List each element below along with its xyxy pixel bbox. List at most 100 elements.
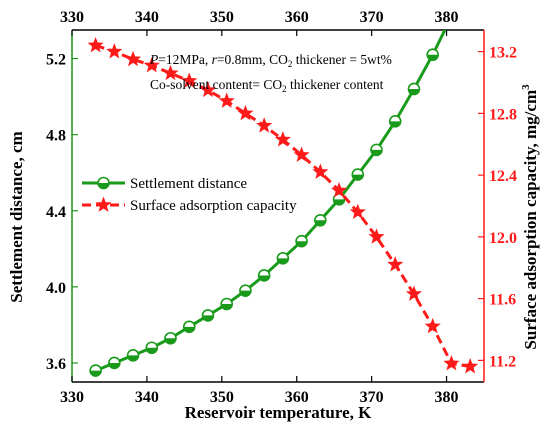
settlement-point (89, 364, 102, 377)
adsorption-point (424, 317, 441, 334)
y-left-tick-label: 4.4 (46, 204, 66, 221)
settlement-point (220, 297, 233, 311)
marker-fill (108, 362, 120, 369)
annotation-radius: =0.8mm, CO (217, 52, 288, 67)
legend-circle-marker (97, 176, 110, 190)
x-tick-label-top: 380 (435, 9, 459, 26)
marker-fill (239, 290, 251, 297)
legend-label-settlement: Settlement distance (130, 176, 247, 192)
adsorption-point (443, 354, 460, 371)
annotation-cosolvent: Co-solvent content= CO (150, 77, 282, 92)
legend-marker-adsorption (95, 196, 112, 212)
settlement-point (182, 320, 196, 334)
y-left-tick-label: 4.0 (46, 280, 66, 297)
adsorption-point (106, 43, 123, 59)
adsorption-point (143, 57, 160, 73)
legend-marker-settlement (97, 176, 110, 190)
adsorption-point (368, 228, 385, 244)
y-right-tick-label: 12.4 (489, 168, 517, 185)
annotation-thickener: thickener = 5wt% (292, 52, 391, 67)
adsorption-point (181, 72, 198, 88)
settlement-point (295, 234, 308, 248)
marker-fill (258, 275, 270, 281)
x-tick-label-bottom: 340 (135, 389, 159, 406)
adsorption-point (124, 50, 142, 67)
annotation-r: r (212, 52, 218, 67)
y-axis-right-title-sup: 3 (520, 84, 532, 90)
annotation-pressure: =12MPa, (158, 52, 211, 67)
annotation-p: P (149, 52, 158, 67)
marker-fill (408, 88, 420, 95)
x-tick-label-bottom: 330 (60, 389, 84, 406)
annotation-line-2: Co-solvent content= CO2 thickener conten… (150, 77, 384, 94)
x-tick-label-top: 350 (210, 9, 234, 26)
x-tick-label-bottom: 360 (285, 389, 309, 406)
adsorption-point (293, 146, 310, 162)
settlement-point (164, 331, 177, 345)
settlement-point (314, 213, 327, 227)
y-right-tick-label: 11.2 (489, 353, 516, 370)
adsorption-point (87, 36, 104, 53)
y-axis-right-title-main: Surface adsorption capacity, mg/cm (521, 90, 540, 350)
settlement-point (351, 168, 365, 181)
marker-fill (221, 303, 233, 310)
settlement-point (108, 356, 121, 370)
adsorption-point (237, 104, 254, 121)
series-settlement (89, 30, 447, 377)
x-tick-label-bottom: 350 (210, 389, 234, 406)
marker-fill (333, 199, 345, 205)
series-adsorption (87, 36, 479, 374)
adsorption-point (462, 358, 479, 374)
series-layer (87, 30, 479, 377)
settlement-point (239, 284, 252, 297)
settlement-point (370, 143, 383, 157)
x-tick-label-top: 360 (285, 9, 309, 26)
y-axis-left-title: Settlement distance, cm (7, 131, 26, 302)
settlement-point (388, 115, 402, 128)
annotation-sub-1: 2 (288, 59, 293, 69)
y-right-tick-label: 13.2 (489, 45, 517, 62)
marker-fill (277, 258, 289, 264)
adsorption-point (199, 81, 217, 98)
y-right-tick-label: 12.8 (489, 106, 517, 123)
marker-fill (90, 370, 102, 377)
settlement-point (276, 252, 290, 265)
adsorption-point (162, 64, 179, 81)
marker-fill (146, 347, 158, 354)
annotation: P=12MPa, r=0.8mm, CO2 thickener = 5wt% C… (149, 52, 392, 94)
axes: 330 330 340 340 350 350 360 360 370 370 380 380 3.6 4… (46, 9, 517, 406)
marker-fill (183, 326, 195, 333)
x-tick-label-top: 330 (60, 9, 84, 26)
legend: Settlement distance Surface adsorption c… (82, 176, 297, 214)
settlement-point (145, 341, 159, 355)
marker-fill (202, 315, 214, 321)
marker-fill (352, 174, 364, 181)
marker-fill (427, 54, 439, 61)
settlement-point (407, 82, 421, 96)
marker-fill (127, 355, 139, 361)
y-axis-right-title: Surface adsorption capacity, mg/cm3 (520, 84, 540, 350)
marker-fill (165, 338, 177, 344)
adsorption-point (330, 182, 348, 198)
adsorption-point (349, 203, 366, 220)
marker-fill (389, 121, 401, 127)
marker-fill (314, 220, 326, 226)
adsorption-point (256, 117, 273, 133)
annotation-line-1: P=12MPa, r=0.8mm, CO2 thickener = 5wt% (149, 52, 392, 69)
settlement-point (126, 349, 140, 362)
annotation-sub-2: 2 (282, 84, 287, 94)
y-right-tick-label: 12.0 (489, 230, 517, 247)
x-tick-label-bottom: 370 (360, 389, 384, 406)
y-left-tick-label: 5.2 (46, 52, 66, 69)
x-tick-label-bottom: 380 (435, 389, 459, 406)
marker-fill (296, 241, 308, 247)
settlement-point (201, 309, 215, 322)
y-right-tick-label: 11.6 (489, 292, 516, 309)
x-tick-label-top: 340 (135, 9, 159, 26)
adsorption-point (405, 285, 423, 301)
settlement-point (257, 269, 271, 282)
adsorption-point (274, 131, 291, 147)
y-left-tick-label: 4.8 (46, 128, 66, 145)
marker-fill (98, 183, 109, 189)
